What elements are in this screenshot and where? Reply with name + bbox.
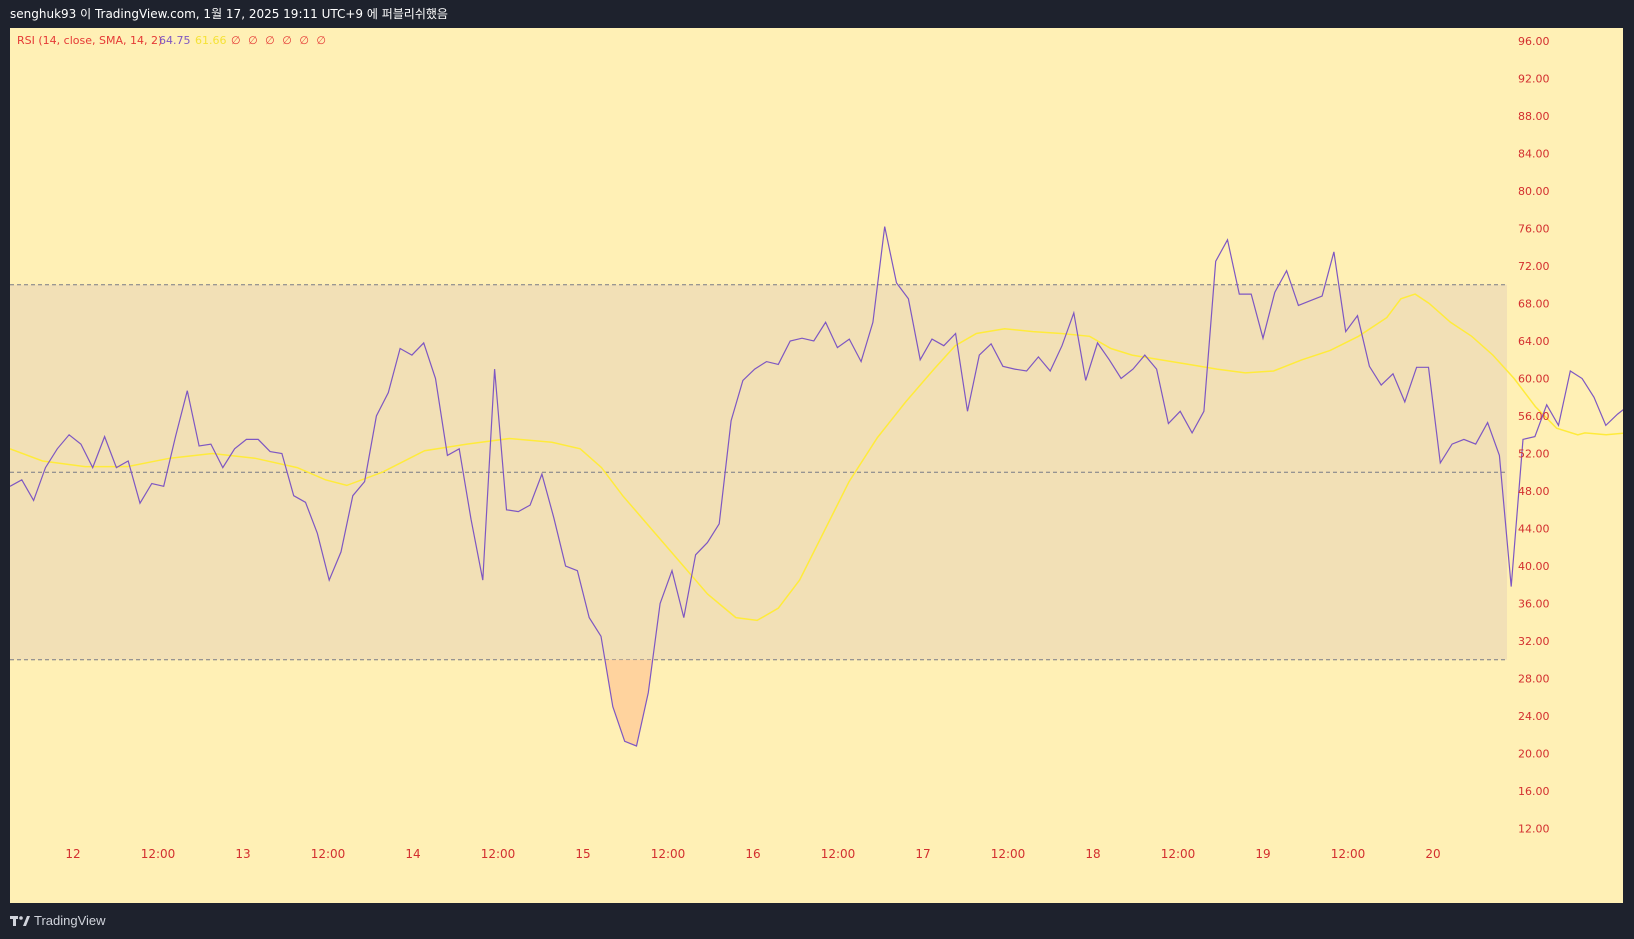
y-tick-label: 72.00	[1518, 260, 1550, 273]
x-tick-label: 13	[235, 847, 250, 861]
chart-pane[interactable]: 96.00 92.00 88.00 84.00 80.00 76.00 72.00 68.00…	[10, 28, 1623, 903]
y-tick-label: 36.00	[1518, 598, 1550, 611]
x-tick-label: 15	[575, 847, 590, 861]
time-axis[interactable]: 12 12:00 13 12:00 14 12:00 15 12:00 16 12:00 17 12:…	[65, 847, 1440, 861]
x-tick-label: 17	[915, 847, 930, 861]
published-text: senghuk93 이 TradingView.com, 1월 17, 2025…	[10, 7, 448, 21]
x-tick-label: 12:00	[141, 847, 176, 861]
y-tick-label: 48.00	[1518, 485, 1550, 498]
x-tick-label: 20	[1425, 847, 1440, 861]
x-tick-label: 16	[745, 847, 760, 861]
y-tick-label: 20.00	[1518, 748, 1550, 761]
x-tick-label: 19	[1255, 847, 1270, 861]
x-tick-label: 12:00	[991, 847, 1026, 861]
y-tick-label: 92.00	[1518, 73, 1550, 86]
y-tick-label: 88.00	[1518, 110, 1550, 123]
footer-bar: TradingView	[0, 903, 1634, 939]
x-tick-label: 12:00	[311, 847, 346, 861]
y-tick-label: 96.00	[1518, 35, 1550, 48]
x-tick-label: 12:00	[481, 847, 516, 861]
y-tick-label: 68.00	[1518, 298, 1550, 311]
y-tick-label: 60.00	[1518, 373, 1550, 386]
legend-rsi-value: 64.75	[159, 34, 191, 47]
y-tick-label: 28.00	[1518, 673, 1550, 686]
y-tick-label: 64.00	[1518, 335, 1550, 348]
x-tick-label: 12:00	[651, 847, 686, 861]
indicator-legend: RSI (14, close, SMA, 14, 2) 64.75 61.66 …	[17, 34, 328, 47]
sma-line	[10, 293, 1623, 622]
rsi-chart[interactable]: 96.00 92.00 88.00 84.00 80.00 76.00 72.00 68.00…	[10, 28, 1623, 903]
legend-indicator[interactable]: RSI (14, close, SMA, 14, 2)	[17, 34, 162, 47]
y-tick-label: 40.00	[1518, 560, 1550, 573]
y-tick-label: 80.00	[1518, 185, 1550, 198]
brand-label: TradingView	[34, 913, 106, 928]
x-tick-label: 12:00	[1331, 847, 1366, 861]
legend-sma-value: 61.66	[195, 34, 227, 47]
y-tick-label: 76.00	[1518, 223, 1550, 236]
y-tick-label: 32.00	[1518, 635, 1550, 648]
x-tick-label: 12:00	[1161, 847, 1196, 861]
y-tick-label: 12.00	[1518, 823, 1550, 836]
y-tick-label: 84.00	[1518, 148, 1550, 161]
publish-info-bar: senghuk93 이 TradingView.com, 1월 17, 2025…	[0, 0, 1634, 28]
tradingview-logo-icon	[10, 916, 30, 926]
rsi-levels	[10, 284, 1507, 661]
x-tick-label: 14	[405, 847, 420, 861]
x-tick-label: 12	[65, 847, 80, 861]
y-tick-label: 16.00	[1518, 785, 1550, 798]
x-tick-label: 12:00	[821, 847, 856, 861]
rsi-line	[10, 226, 1623, 747]
tradingview-logo[interactable]: TradingView	[10, 903, 106, 939]
y-tick-label: 44.00	[1518, 523, 1550, 536]
price-axis[interactable]: 96.00 92.00 88.00 84.00 80.00 76.00 72.00 68.00…	[1518, 35, 1550, 836]
legend-empty-values: ∅ ∅ ∅ ∅ ∅ ∅	[231, 34, 328, 47]
y-tick-label: 56.00	[1518, 410, 1550, 423]
x-tick-label: 18	[1085, 847, 1100, 861]
y-tick-label: 24.00	[1518, 710, 1550, 723]
y-tick-label: 52.00	[1518, 448, 1550, 461]
